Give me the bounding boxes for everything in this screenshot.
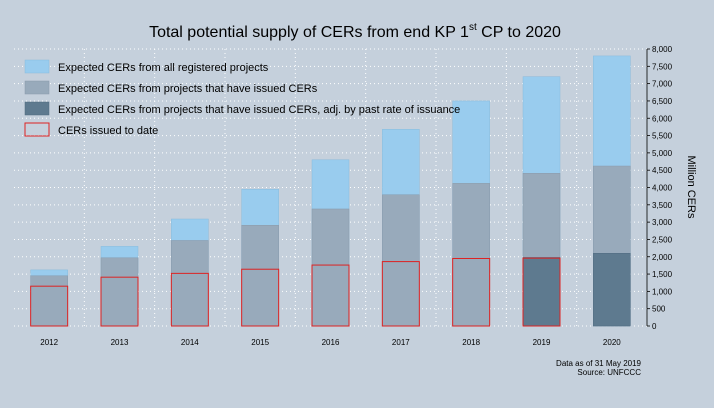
bar-adjusted <box>593 253 631 327</box>
x-tick-label: 2014 <box>181 338 199 347</box>
y-tick-label: 500 <box>652 305 666 314</box>
legend-swatch <box>24 122 50 137</box>
y-tick-label: 7,500 <box>652 62 673 71</box>
y-tick-label: 6,500 <box>652 97 673 106</box>
footnote-date: Data as of 31 May 2019 <box>556 359 641 368</box>
x-tick-label: 2016 <box>322 338 340 347</box>
y-axis <box>646 48 650 327</box>
y-tick-label: 1,500 <box>652 270 673 279</box>
x-tick-label: 2017 <box>392 338 410 347</box>
bar-issued-to-date <box>522 257 561 327</box>
y-tick-label: 0 <box>652 322 657 331</box>
y-tick-label: 3,500 <box>652 201 673 210</box>
y-tick-label: 8,000 <box>652 45 673 54</box>
footnote-source: Source: UNFCCC <box>577 368 641 377</box>
y-tick-labels: 0 500 1,000 1,500 2,000 2,500 3,000 3,500 4,000 4… <box>652 45 673 331</box>
x-tick-label: 2018 <box>462 338 480 347</box>
legend-swatch <box>24 101 50 116</box>
legend-swatch <box>24 59 50 74</box>
legend-label: Expected CERs from projects that have is… <box>58 83 318 95</box>
y-tick-label: 5,500 <box>652 132 673 141</box>
y-tick-label: 1,000 <box>652 287 673 296</box>
chart-title: Total potential supply of CERs from end … <box>149 22 561 41</box>
x-tick-label: 2012 <box>40 338 58 347</box>
y-axis-label: Million CERs <box>685 156 697 219</box>
y-tick-label: 2,500 <box>652 235 673 244</box>
bar-issued-to-date <box>241 268 280 327</box>
x-tick-label: 2015 <box>251 338 269 347</box>
x-tick-label: 2013 <box>111 338 129 347</box>
x-tick-labels: 2012 2013 2014 2015 2016 2017 2018 2019 2020 <box>40 338 621 347</box>
bar-issued-projects <box>452 183 490 327</box>
bars <box>30 55 631 327</box>
y-tick-label: 5,000 <box>652 149 673 158</box>
bar-issued-to-date <box>100 276 139 327</box>
y-tick-label: 4,500 <box>652 166 673 175</box>
legend-swatch <box>24 80 50 95</box>
bar-issued-to-date <box>311 264 350 327</box>
y-tick-label: 7,000 <box>652 80 673 89</box>
legend-label: Expected CERs from projects that have is… <box>58 104 460 116</box>
bar-issued-projects <box>171 240 209 327</box>
bar-issued-projects <box>382 194 420 327</box>
bar-issued-to-date <box>30 285 69 327</box>
x-tick-label: 2019 <box>533 338 551 347</box>
bar-issued-projects <box>241 224 279 327</box>
y-tick-label: 4,000 <box>652 184 673 193</box>
y-tick-label: 6,000 <box>652 114 673 123</box>
bar-issued-to-date <box>452 257 491 327</box>
y-tick-label: 2,000 <box>652 253 673 262</box>
bar-issued-projects <box>100 257 139 327</box>
x-tick-label: 2020 <box>603 338 621 347</box>
bar-issued-projects <box>311 208 350 327</box>
legend-label: Expected CERs from all registered projec… <box>58 62 269 74</box>
bar-issued-to-date <box>170 272 209 327</box>
bar-issued-to-date <box>381 261 420 327</box>
y-tick-label: 3,000 <box>652 218 673 227</box>
legend-label: CERs issued to date <box>58 125 158 137</box>
legend: Expected CERs from all registered projec… <box>24 59 460 137</box>
bar-adjusted <box>522 257 561 327</box>
bar-issued-projects <box>30 275 68 327</box>
